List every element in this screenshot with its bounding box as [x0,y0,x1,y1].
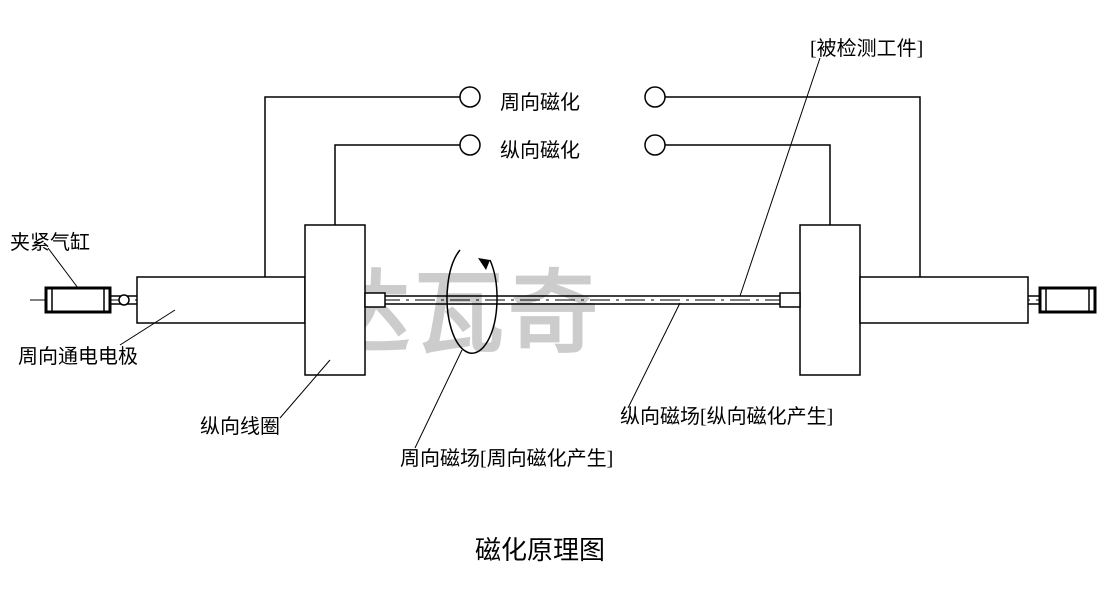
label-circumferential-electrode: 周向通电电极 [18,340,138,369]
label-circumferential-magnetization: 周向磁化 [500,86,580,115]
diagram-title: 磁化原理图 [475,530,605,567]
label-longitudinal-coil: 纵向线圈 [200,410,280,439]
leader-lines [48,58,820,448]
coil-left [305,225,365,375]
electrode-left [137,277,305,323]
electrode-right [860,277,1028,323]
clamping-cylinder-left [46,288,137,312]
label-longitudinal-field: 纵向磁场[纵向磁化产生] [620,400,833,429]
label-longitudinal-magnetization: 纵向磁化 [500,134,580,163]
longitudinal-wiring [335,135,830,225]
label-workpiece: [被检测工件] [810,32,923,61]
coil-right [800,225,860,375]
circumferential-field-arc [447,250,497,353]
label-circumferential-field: 周向磁场[周向磁化产生] [400,442,613,471]
label-clamping-cylinder: 夹紧气缸 [10,226,90,255]
